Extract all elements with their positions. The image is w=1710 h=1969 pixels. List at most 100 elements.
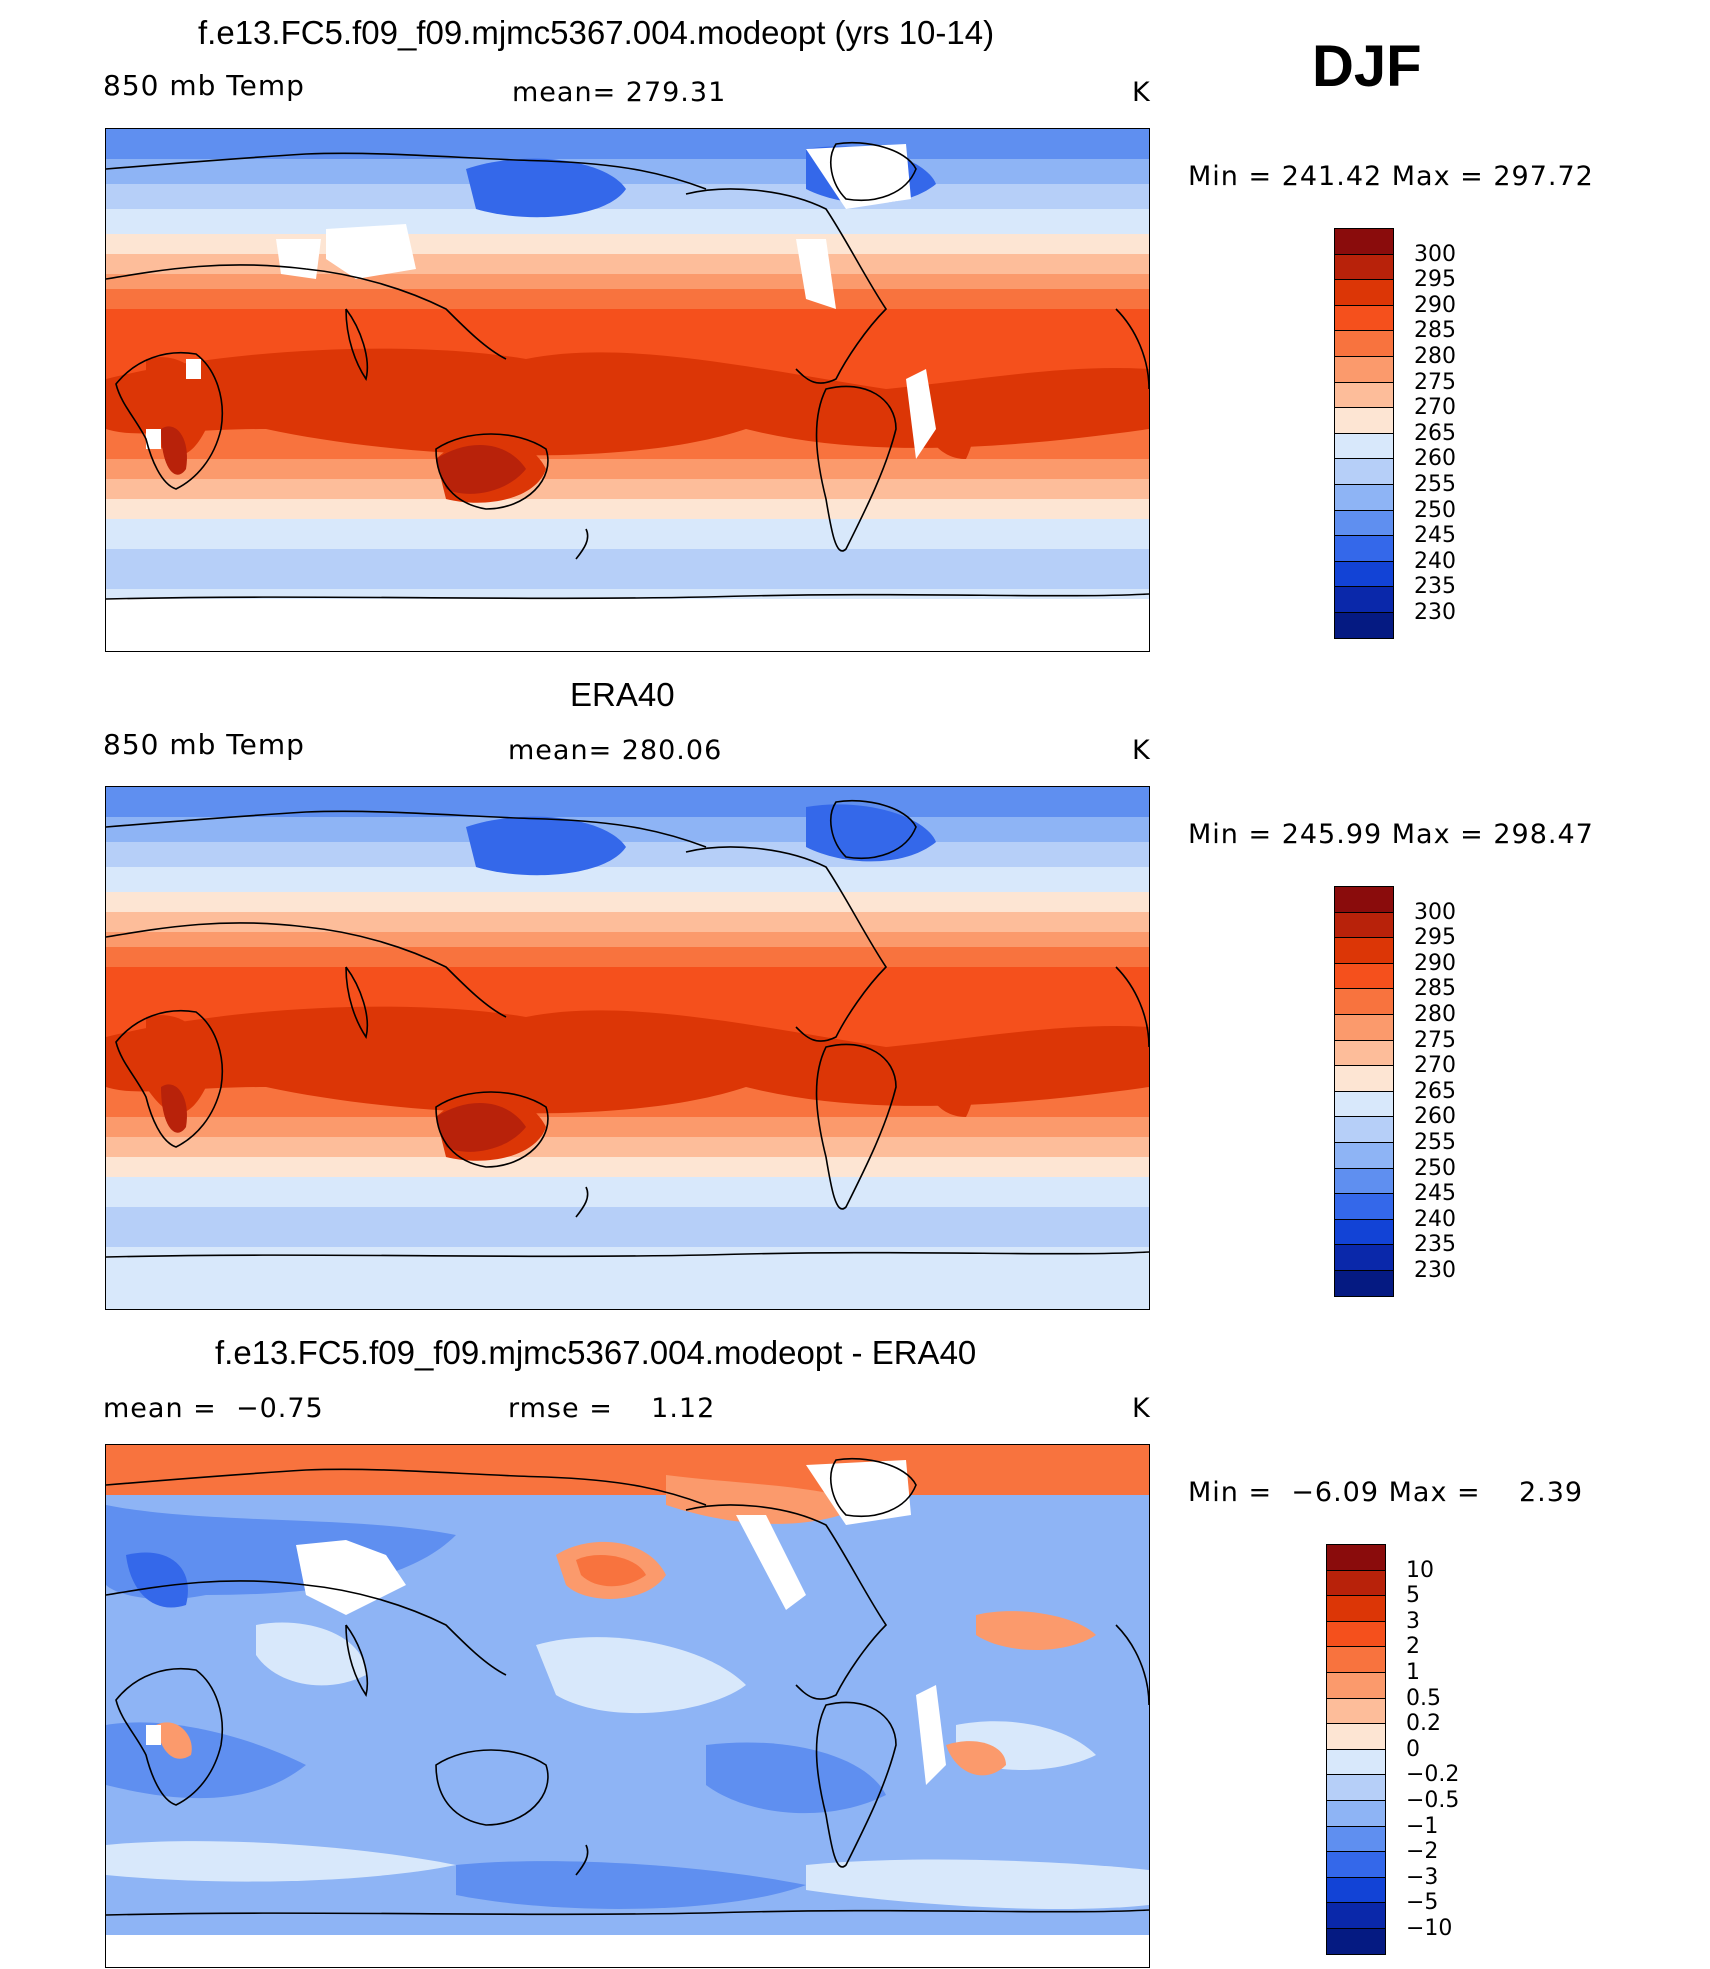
- coastline: [435, 1091, 549, 1168]
- panel-1-colorbar-tick-label: 235: [1414, 574, 1456, 600]
- panel-1-colorbar-tick-label: 300: [1414, 241, 1456, 267]
- temperature-band: [106, 254, 1149, 274]
- panel-3-colorbar-tick-label: 10: [1406, 1557, 1434, 1583]
- temperature-band: [106, 1207, 1149, 1247]
- warm-core-region: [436, 445, 526, 494]
- panel-2-colorbar-swatch: [1334, 988, 1394, 1015]
- panel-2-colorbar-tick-label: 255: [1414, 1130, 1456, 1155]
- coastline: [435, 1749, 549, 1826]
- panel-2-colorbar-tick-label: 230: [1414, 1258, 1456, 1283]
- warm-core-region: [161, 426, 187, 475]
- panel-3-colorbar-tick-label: −2: [1406, 1839, 1439, 1865]
- temperature-band: [106, 947, 1149, 967]
- panel-3-colorbar-tick-label: −10: [1406, 1916, 1453, 1941]
- masked-region: [296, 1540, 406, 1615]
- panel-1-colorbar-tick-label: 255: [1414, 472, 1456, 497]
- temperature-band: [106, 892, 1149, 912]
- panel-3-colorbar-swatch: [1326, 1723, 1386, 1750]
- panel-3-mean-label: mean = −0.75: [103, 1393, 324, 1424]
- coastline: [115, 1010, 224, 1148]
- panel-1-colorbar-swatch: [1334, 560, 1394, 588]
- temperature-band: [106, 519, 1149, 549]
- coastline: [1115, 966, 1149, 1048]
- panel-3-colorbar-swatch: [1326, 1697, 1386, 1725]
- warm-anomaly: [156, 1722, 192, 1759]
- panel-2-variable-label: 850 mb Temp: [103, 728, 305, 761]
- near-zero-anomaly: [536, 1637, 746, 1714]
- panel-1-mean-label: mean= 279.31: [512, 77, 727, 108]
- temperature-band: [106, 289, 1149, 309]
- temperature-band: [106, 867, 1149, 892]
- cold-anomaly: [456, 1861, 806, 1909]
- temperature-band: [106, 459, 1149, 479]
- panel-3-colorbar-swatch: [1326, 1928, 1386, 1955]
- panel-3-colorbar-swatch: [1326, 1620, 1386, 1648]
- temperature-band: [106, 1137, 1149, 1157]
- panel-2-colorbar-tick-label: 250: [1414, 1155, 1456, 1181]
- masked-region: [326, 224, 416, 279]
- panel-3-colorbar-tick-label: −5: [1406, 1890, 1439, 1916]
- warm-core-region: [923, 387, 974, 459]
- panel-1-colorbar-tick-label: 285: [1414, 318, 1456, 344]
- near-zero-anomaly: [806, 1859, 1149, 1910]
- panel-3-colorbar-tick-label: −1: [1406, 1813, 1439, 1839]
- panel-1-colorbar-swatch: [1334, 432, 1394, 460]
- masked-region: [906, 369, 936, 459]
- panel-3-colorbar-tick-label: −0.5: [1406, 1788, 1460, 1813]
- temperature-band: [106, 787, 1149, 817]
- panel-3-colorbar-tick-label: 2: [1406, 1634, 1420, 1660]
- coastline: [830, 141, 917, 201]
- masked-region: [806, 144, 911, 209]
- masked-region: [146, 1725, 161, 1745]
- coastline: [1115, 308, 1149, 390]
- panel-2-colorbar-swatch: [1334, 1167, 1394, 1195]
- masked-region: [916, 1685, 946, 1785]
- panel-1-colorbar-swatch: [1334, 509, 1394, 537]
- warm-core-region: [436, 1103, 526, 1152]
- masked-region: [736, 1515, 806, 1610]
- panel-3-title: f.e13.FC5.f09_f09.mjmc5367.004.modeopt -…: [215, 1334, 977, 1371]
- coastline: [575, 528, 589, 560]
- masked-region: [186, 359, 201, 379]
- panel-3-colorbar-swatch: [1326, 1902, 1386, 1929]
- coastline: [106, 152, 707, 190]
- coastline: [575, 1844, 589, 1876]
- panel-3-colorbar-swatch: [1326, 1544, 1386, 1571]
- panel-1-colorbar-swatch: [1334, 304, 1394, 332]
- panel-1-colorbar-tick-label: 270: [1414, 395, 1456, 421]
- coastline: [815, 1701, 897, 1868]
- temperature-band: [106, 1117, 1149, 1137]
- coastlines: [106, 141, 1149, 600]
- coastline: [575, 1186, 589, 1218]
- temperature-band: [106, 209, 1149, 234]
- panel-3-colorbar-swatch: [1326, 1876, 1386, 1904]
- panel-3-colorbar-swatch: [1326, 1595, 1386, 1622]
- temperature-band: [106, 549, 1149, 589]
- coastline: [106, 264, 507, 360]
- panel-1-units-label: K: [1132, 77, 1151, 108]
- coastline: [1115, 1624, 1149, 1706]
- temperature-band: [106, 1177, 1149, 1207]
- panel-2-colorbar-swatch: [1334, 1218, 1394, 1246]
- panel-3-colorbar-tick-label: 0: [1406, 1736, 1420, 1762]
- antarctic-region: [106, 599, 1149, 651]
- panel-3-map: [105, 1444, 1150, 1968]
- masked-region: [796, 239, 836, 309]
- masked-region: [276, 239, 321, 279]
- panel-1-colorbar-swatch: [1334, 356, 1394, 383]
- panel-2-colorbar-tick-label: 245: [1414, 1181, 1456, 1207]
- coastline: [345, 966, 369, 1039]
- panel-2-colorbar-swatch: [1334, 1014, 1394, 1041]
- panel-1-colorbar-tick-label: 245: [1414, 523, 1456, 549]
- temperature-band: [106, 479, 1149, 499]
- panel-2-colorbar-tick-label: 275: [1414, 1027, 1456, 1053]
- coastline: [345, 308, 369, 381]
- panel-1-colorbar-swatch: [1334, 535, 1394, 562]
- temperature-band: [106, 274, 1149, 289]
- panel-1-colorbar-swatch: [1334, 330, 1394, 357]
- difference-field: [106, 1445, 1149, 1967]
- panel-1-variable-label: 850 mb Temp: [103, 69, 305, 102]
- coastline: [685, 1504, 888, 1700]
- panel-1-minmax: Min = 241.42 Max = 297.72: [1188, 161, 1594, 192]
- coastlines: [106, 799, 1149, 1258]
